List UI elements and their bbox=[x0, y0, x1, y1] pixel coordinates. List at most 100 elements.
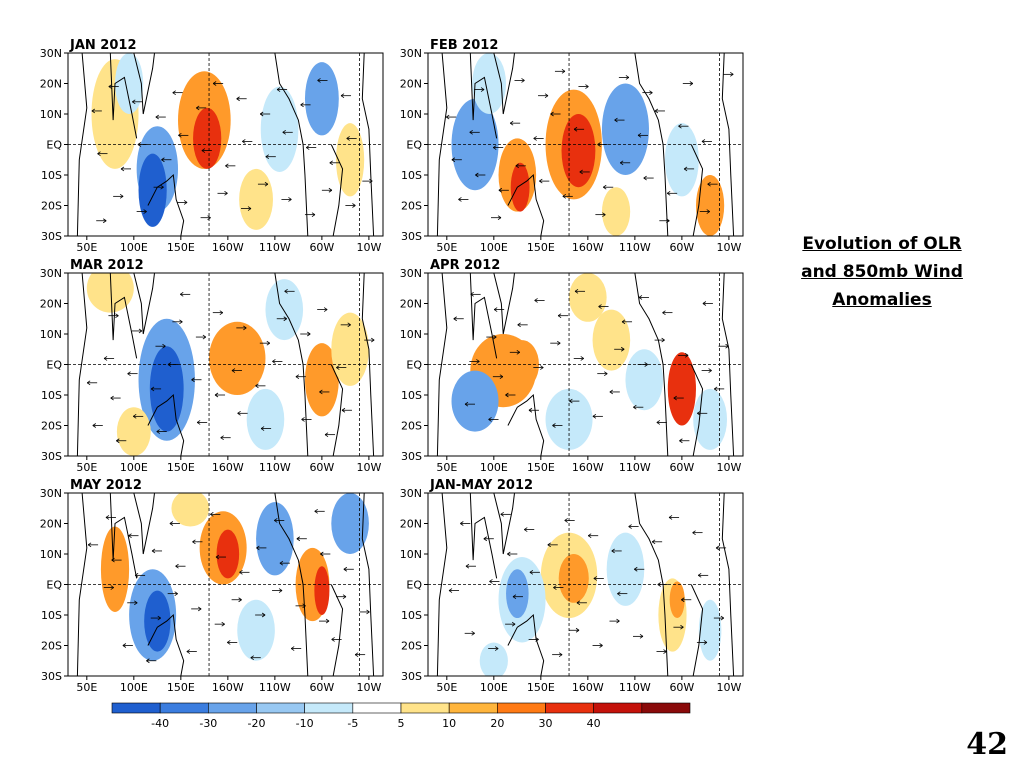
wind-arrowhead bbox=[483, 536, 488, 542]
wind-arrowhead bbox=[290, 646, 295, 651]
wind-arrowhead bbox=[692, 530, 696, 535]
panel-title: FEB 2012 bbox=[430, 38, 498, 53]
wind-arrowhead bbox=[307, 331, 311, 337]
coastline bbox=[274, 53, 309, 236]
wind-arrowhead bbox=[183, 200, 188, 205]
lon-tick-label: 50E bbox=[76, 681, 97, 694]
wind-arrowhead bbox=[644, 362, 648, 367]
anomaly-blob bbox=[561, 114, 596, 188]
wind-arrowhead bbox=[180, 292, 184, 297]
wind-arrowhead bbox=[300, 102, 304, 108]
anomaly-blob bbox=[695, 175, 725, 236]
wind-arrowhead bbox=[465, 563, 470, 569]
anomaly-blob bbox=[601, 83, 649, 175]
wind-arrowhead bbox=[151, 548, 156, 554]
map-panel: MAY 2012 30N 20N 10N EQ 10S 20S 30S 50E 100E 150E 1… bbox=[40, 478, 384, 694]
wind-arrowhead bbox=[680, 624, 684, 630]
lat-tick-label: 30N bbox=[40, 487, 62, 500]
wind-arrowhead bbox=[265, 154, 270, 160]
coastlines bbox=[76, 493, 375, 676]
lat-tick-label: 10S bbox=[41, 609, 62, 622]
wind-arrowhead bbox=[557, 313, 562, 319]
colorbar: -40 -30 -20 -10 -5 5 10 20 30 40 bbox=[111, 702, 691, 730]
wind-arrowhead bbox=[668, 515, 673, 520]
wind-arrowhead bbox=[192, 539, 196, 545]
wind-arrowhead bbox=[320, 551, 324, 557]
wind-arrowhead bbox=[260, 426, 265, 431]
map-panel: JAN-MAY 2012 30N 20N 10N EQ 10S 20S 30S 50E 100E 1… bbox=[400, 478, 744, 694]
lat-tick-label: EQ bbox=[406, 579, 422, 592]
map-panel: JAN 2012 30N 20N 10N EQ 10S 20S 30S 50E 100E 150E 1… bbox=[40, 38, 384, 254]
wind-arrowhead bbox=[488, 417, 492, 422]
wind-arrowhead bbox=[516, 349, 521, 355]
lat-tick-label: 20N bbox=[400, 298, 422, 311]
wind-arrowhead bbox=[681, 597, 685, 603]
wind-arrowhead bbox=[343, 566, 348, 572]
lon-tick-label: 60W bbox=[309, 461, 334, 474]
wind-arrowhead bbox=[552, 423, 556, 428]
wind-arrowhead bbox=[475, 172, 479, 178]
wind-arrowhead bbox=[616, 618, 620, 624]
wind-arrowhead bbox=[448, 588, 453, 593]
coastline bbox=[469, 273, 498, 359]
lon-tick-label: 100E bbox=[480, 461, 508, 474]
coastline bbox=[109, 273, 138, 359]
lat-tick-label: 30S bbox=[401, 670, 422, 683]
lon-tick-label: 150E bbox=[527, 681, 555, 694]
wind-arrowhead bbox=[476, 359, 480, 364]
wind-arrowhead bbox=[517, 322, 521, 328]
anomaly-blob bbox=[592, 309, 631, 371]
anomaly-blob bbox=[669, 581, 685, 619]
wind-arrowhead bbox=[494, 646, 499, 651]
wind-arrowhead bbox=[87, 542, 92, 548]
coastline bbox=[76, 493, 88, 676]
lon-tick-label: 10W bbox=[356, 241, 381, 254]
wind-arrowhead bbox=[453, 316, 457, 322]
lat-tick-label: 30S bbox=[401, 450, 422, 463]
wind-arrowhead bbox=[214, 392, 219, 398]
wind-arrowhead bbox=[663, 649, 667, 654]
wind-arrowhead bbox=[539, 178, 543, 184]
wind-arrowhead bbox=[500, 512, 504, 517]
lat-tick-label: 20S bbox=[401, 420, 422, 433]
anomaly-blob bbox=[144, 590, 171, 652]
colorbar-tick-label: 5 bbox=[398, 717, 405, 730]
wind-arrowhead bbox=[574, 288, 579, 294]
lat-tick-label: 30S bbox=[41, 230, 62, 243]
coastlines bbox=[76, 53, 375, 236]
wind-arrowhead bbox=[528, 407, 533, 413]
colorbar-swatch bbox=[256, 702, 305, 714]
wind-arrowhead bbox=[673, 395, 677, 401]
wind-arrowhead bbox=[247, 206, 252, 211]
wind-arrowhead bbox=[524, 527, 528, 532]
anomaly-blob bbox=[667, 352, 696, 426]
lat-tick-label: 30N bbox=[400, 267, 422, 280]
coastline bbox=[109, 53, 138, 139]
anomaly-blob bbox=[138, 153, 167, 227]
wind-arrowhead bbox=[133, 414, 137, 419]
wind-arrowhead bbox=[593, 576, 598, 581]
wind-arrowhead bbox=[278, 588, 283, 593]
wind-arrowhead bbox=[451, 157, 456, 163]
wind-arrowhead bbox=[331, 637, 335, 642]
wind-arrowhead bbox=[499, 374, 504, 380]
wind-arrowhead bbox=[609, 389, 614, 395]
wind-arrowhead bbox=[105, 515, 110, 520]
wind-arrowhead bbox=[261, 612, 266, 618]
wind-arrowhead bbox=[301, 417, 305, 422]
wind-vectors bbox=[448, 512, 727, 657]
wind-arrowhead bbox=[156, 429, 160, 434]
wind-arrowhead bbox=[561, 68, 566, 74]
lat-tick-label: 20S bbox=[401, 200, 422, 213]
lon-tick-label: 10W bbox=[356, 461, 381, 474]
colorbar-tick-label: -5 bbox=[347, 717, 358, 730]
wind-arrowhead bbox=[511, 621, 516, 627]
coastline bbox=[721, 493, 735, 676]
lon-tick-label: 10W bbox=[716, 681, 741, 694]
map-panel: FEB 2012 30N 20N 10N EQ 10S 20S 30S 50E 100E 150E 1… bbox=[400, 38, 744, 254]
lat-tick-label: 20N bbox=[40, 518, 62, 531]
wind-arrowhead bbox=[656, 420, 661, 425]
wind-arrowhead bbox=[352, 203, 356, 208]
wind-arrowhead bbox=[162, 343, 166, 349]
